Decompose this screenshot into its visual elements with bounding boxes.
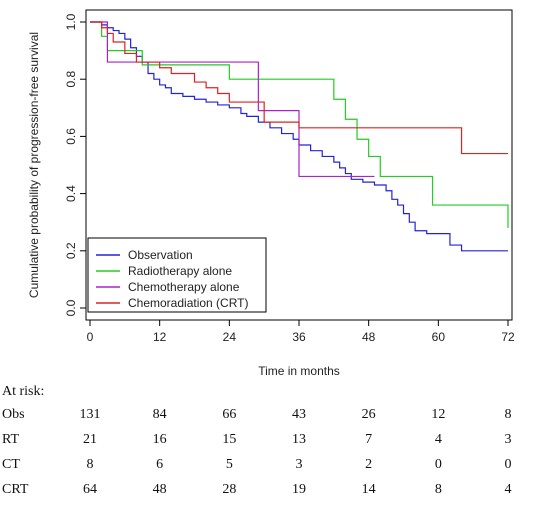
at-risk-count: 2 — [365, 457, 373, 472]
at-risk-count: 0 — [434, 457, 442, 472]
x-axis-label: Time in months — [258, 364, 340, 378]
legend-label: Observation — [128, 248, 193, 262]
x-tick-label: 12 — [153, 330, 167, 344]
at-risk-group-label: CRT — [2, 482, 29, 497]
at-risk-count: 64 — [83, 482, 97, 497]
at-risk-count: 8 — [86, 457, 94, 472]
at-risk-count: 26 — [361, 407, 376, 422]
x-tick-label: 24 — [223, 330, 237, 344]
at-risk-group-label: Obs — [2, 407, 25, 422]
at-risk-count: 6 — [156, 457, 164, 472]
at-risk-count: 43 — [292, 407, 306, 422]
at-risk-count: 14 — [361, 482, 376, 497]
at-risk-row: CRT 64 48 28 19 14 8 4 — [0, 482, 550, 502]
y-axis-label: Cumulative probability of progression-fr… — [27, 32, 41, 298]
at-risk-count: 21 — [83, 432, 97, 447]
x-tick-label: 36 — [292, 330, 306, 344]
x-tick-label: 60 — [432, 330, 446, 344]
at-risk-count: 4 — [504, 482, 512, 497]
y-tick-label: 0.0 — [64, 299, 78, 316]
at-risk-count: 3 — [504, 432, 512, 447]
y-tick-label: 0.2 — [64, 242, 78, 259]
legend-box — [87, 237, 267, 313]
at-risk-row: Obs 131 84 66 43 26 12 8 — [0, 407, 550, 427]
at-risk-count: 15 — [222, 432, 237, 447]
at-risk-row: RT 21 16 15 13 7 4 3 — [0, 432, 550, 452]
at-risk-count: 48 — [152, 482, 167, 497]
at-risk-count: 13 — [292, 432, 306, 447]
survival-chart: 0 12 24 36 48 60 72 0.0 0.2 0.4 0.6 0.8 1.0 Time in… — [27, 9, 515, 378]
x-tick-label: 0 — [87, 330, 94, 344]
at-risk-count: 19 — [292, 482, 306, 497]
at-risk-count: 28 — [222, 482, 237, 497]
at-risk-group-label: CT — [2, 457, 20, 472]
y-tick-label: 0.4 — [64, 185, 78, 202]
at-risk-count: 8 — [504, 407, 512, 422]
at-risk-count: 3 — [295, 457, 303, 472]
legend-label: Chemoradiation (CRT) — [128, 296, 249, 310]
curve-chemotherapy-alone — [90, 21, 375, 178]
legend-label: Chemotherapy alone — [128, 280, 240, 294]
at-risk-count: 8 — [434, 482, 442, 497]
curve-chemoradiation-crt — [90, 21, 508, 155]
legend: Observation Radiotherapy alone Chemotherap… — [87, 237, 267, 313]
at-risk-row: CT 8 6 5 3 2 0 0 — [0, 457, 550, 477]
at-risk-count: 16 — [152, 432, 167, 447]
at-risk-group-label: RT — [2, 432, 20, 447]
y-tick-label: 0.8 — [64, 71, 78, 88]
y-tick-label: 1.0 — [64, 13, 78, 30]
y-axis: 0.0 0.2 0.4 0.6 0.8 1.0 — [64, 13, 86, 316]
at-risk-count: 66 — [222, 407, 237, 422]
x-tick-label: 72 — [501, 330, 515, 344]
at-risk-table: At risk: Obs 131 84 66 43 26 12 8 RT 21 16 15 13 7 4 3 C… — [0, 380, 550, 511]
at-risk-count: 5 — [225, 457, 233, 472]
at-risk-count: 131 — [79, 407, 101, 422]
at-risk-count: 7 — [365, 432, 373, 447]
at-risk-count: 12 — [431, 407, 446, 422]
x-tick-label: 48 — [362, 330, 376, 344]
at-risk-count: 84 — [152, 407, 167, 422]
at-risk-count: 0 — [504, 457, 512, 472]
at-risk-count: 4 — [434, 432, 442, 447]
y-tick-label: 0.6 — [64, 128, 78, 145]
at-risk-title: At risk: — [2, 384, 45, 399]
survival-curves — [90, 21, 509, 252]
x-axis: 0 12 24 36 48 60 72 — [87, 320, 515, 344]
legend-label: Radiotherapy alone — [128, 264, 232, 278]
